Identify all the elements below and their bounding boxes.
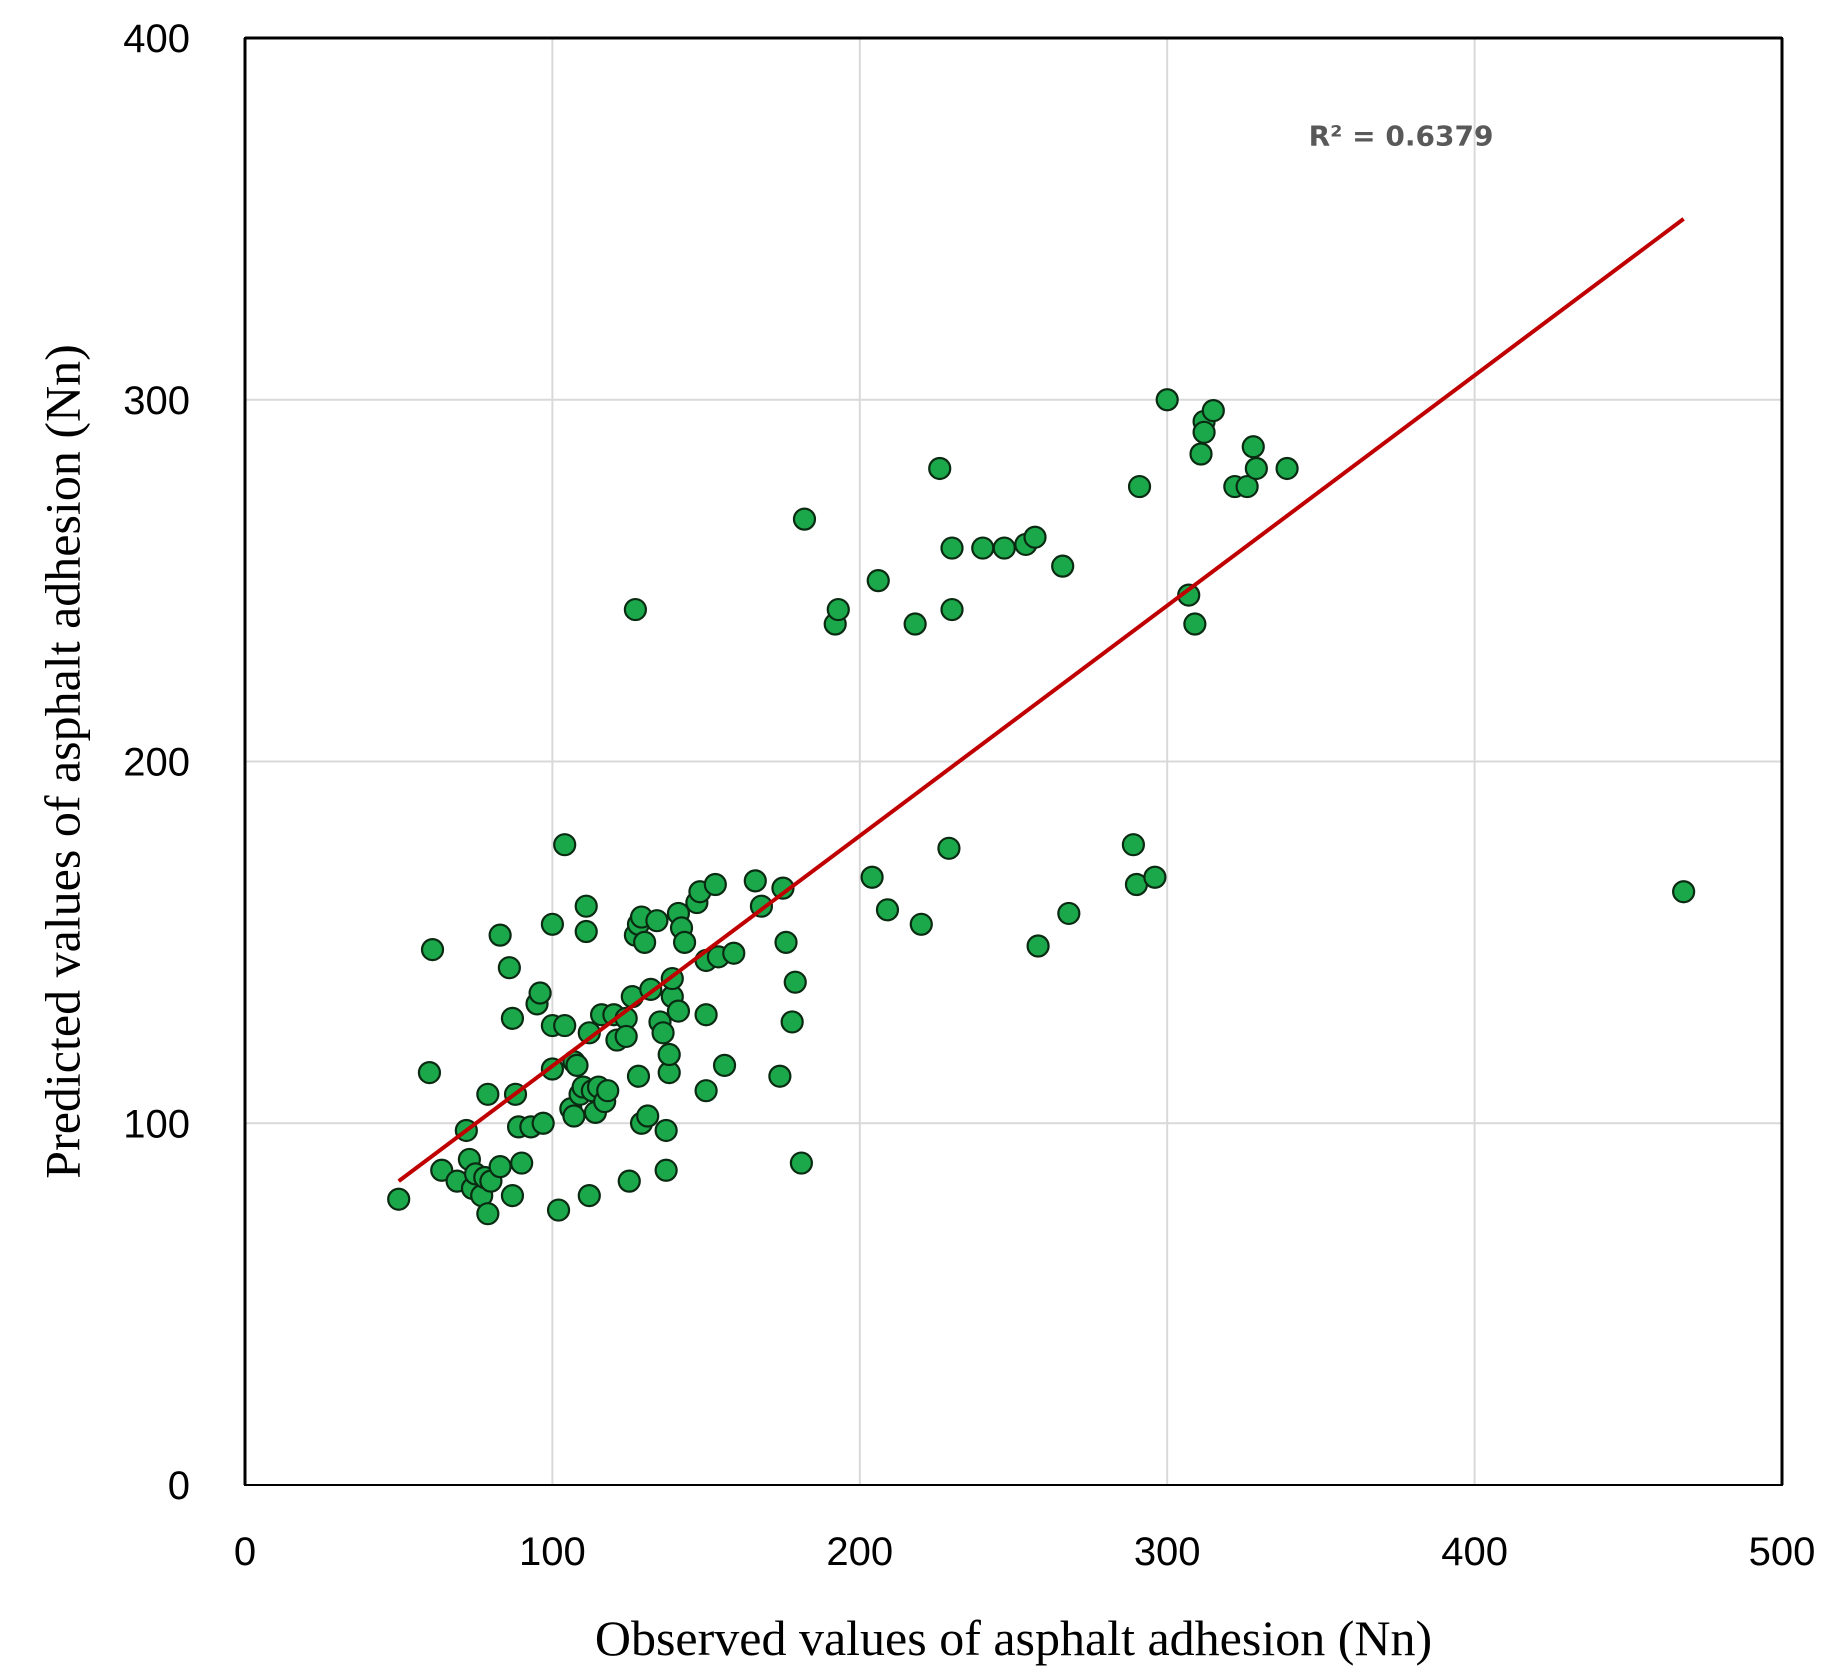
data-point [768, 1064, 792, 1088]
x-tick-label: 0 [234, 1530, 256, 1574]
data-point [614, 1024, 638, 1049]
data-point [623, 597, 647, 622]
data-point [1143, 865, 1167, 889]
data-point [1201, 399, 1225, 423]
x-tick-labels: 0 100 200 300 400 500 [234, 1530, 1816, 1574]
data-point [488, 1155, 512, 1179]
data-point [1244, 456, 1268, 481]
grid-lines [243, 36, 1784, 1486]
plot-frame [244, 37, 1783, 1486]
data-point [940, 597, 964, 622]
data-point [500, 1183, 525, 1208]
data-point [783, 970, 807, 994]
data-point [992, 536, 1016, 560]
data-point [657, 1042, 681, 1067]
data-point [971, 536, 995, 560]
data-point [1121, 833, 1145, 857]
data-point [387, 1187, 411, 1211]
data-point [420, 938, 445, 962]
data-point [565, 1053, 589, 1077]
data-point [417, 1061, 442, 1085]
data-point [654, 1158, 678, 1182]
data-point [1051, 554, 1075, 578]
data-point [1023, 525, 1047, 549]
data-point [574, 894, 598, 918]
data-point [789, 1151, 813, 1175]
x-tick-label: 100 [519, 1530, 586, 1574]
data-point [722, 941, 746, 965]
data-point [617, 1169, 641, 1193]
data-point [626, 1064, 651, 1088]
y-tick-label: 200 [123, 741, 190, 785]
data-point [636, 1104, 660, 1128]
data-point [1241, 435, 1265, 459]
data-point [654, 1118, 678, 1143]
data-points [387, 388, 1696, 1226]
data-point [866, 569, 890, 593]
data-point [937, 836, 961, 860]
data-point [574, 919, 598, 944]
data-point [712, 1053, 737, 1077]
data-point [500, 1006, 525, 1030]
data-point [1189, 442, 1213, 466]
data-point [860, 865, 884, 889]
data-point [1672, 880, 1696, 904]
data-point [771, 876, 795, 900]
x-tick-label: 500 [1749, 1530, 1816, 1574]
data-point [633, 930, 657, 954]
data-point [1275, 456, 1299, 481]
data-point [553, 833, 577, 857]
data-point [666, 999, 691, 1023]
r-squared-annotation: R² = 0.6379 [1309, 120, 1494, 153]
data-point [1235, 474, 1259, 499]
data-point [703, 872, 727, 897]
data-point [743, 869, 767, 893]
data-point [531, 1111, 555, 1135]
data-point [577, 1183, 601, 1208]
y-axis-title: Predicted values of asphalt adhesion (Nn… [35, 344, 91, 1178]
x-axis-title: Observed values of asphalt adhesion (Nn) [595, 1610, 1432, 1666]
y-tick-label: 100 [123, 1102, 190, 1146]
data-point [553, 1013, 577, 1038]
data-point [562, 1104, 586, 1128]
data-point [546, 1198, 571, 1222]
data-point [780, 1010, 804, 1034]
data-point [528, 981, 552, 1005]
data-point [1192, 420, 1216, 444]
data-point [928, 456, 952, 481]
data-point [909, 912, 933, 936]
trendline [397, 217, 1685, 1183]
y-tick-labels: 0 100 200 300 400 [123, 17, 190, 1508]
data-point [1127, 474, 1152, 499]
data-point [1183, 612, 1207, 636]
y-tick-label: 0 [168, 1464, 190, 1508]
data-point [596, 1079, 620, 1103]
data-point [903, 612, 927, 636]
data-point [826, 597, 850, 622]
data-point [694, 1003, 718, 1027]
data-point [1057, 901, 1081, 926]
data-point [1155, 388, 1179, 412]
data-point [672, 930, 697, 954]
x-tick-label: 400 [1441, 1530, 1508, 1574]
data-point [540, 912, 565, 936]
data-point [476, 1202, 500, 1226]
x-tick-label: 200 [826, 1530, 893, 1574]
data-point [488, 923, 512, 947]
data-point [651, 1021, 675, 1045]
data-point [940, 536, 964, 560]
data-point [875, 898, 900, 922]
data-point [792, 507, 817, 531]
data-point [497, 956, 521, 980]
data-point [476, 1082, 500, 1106]
data-point [694, 1079, 718, 1103]
y-tick-label: 400 [123, 17, 190, 61]
y-tick-label: 300 [123, 379, 190, 423]
data-point [510, 1151, 534, 1175]
x-tick-label: 300 [1134, 1530, 1201, 1574]
data-point [1026, 934, 1050, 958]
data-point [645, 909, 669, 933]
data-point [774, 930, 798, 954]
